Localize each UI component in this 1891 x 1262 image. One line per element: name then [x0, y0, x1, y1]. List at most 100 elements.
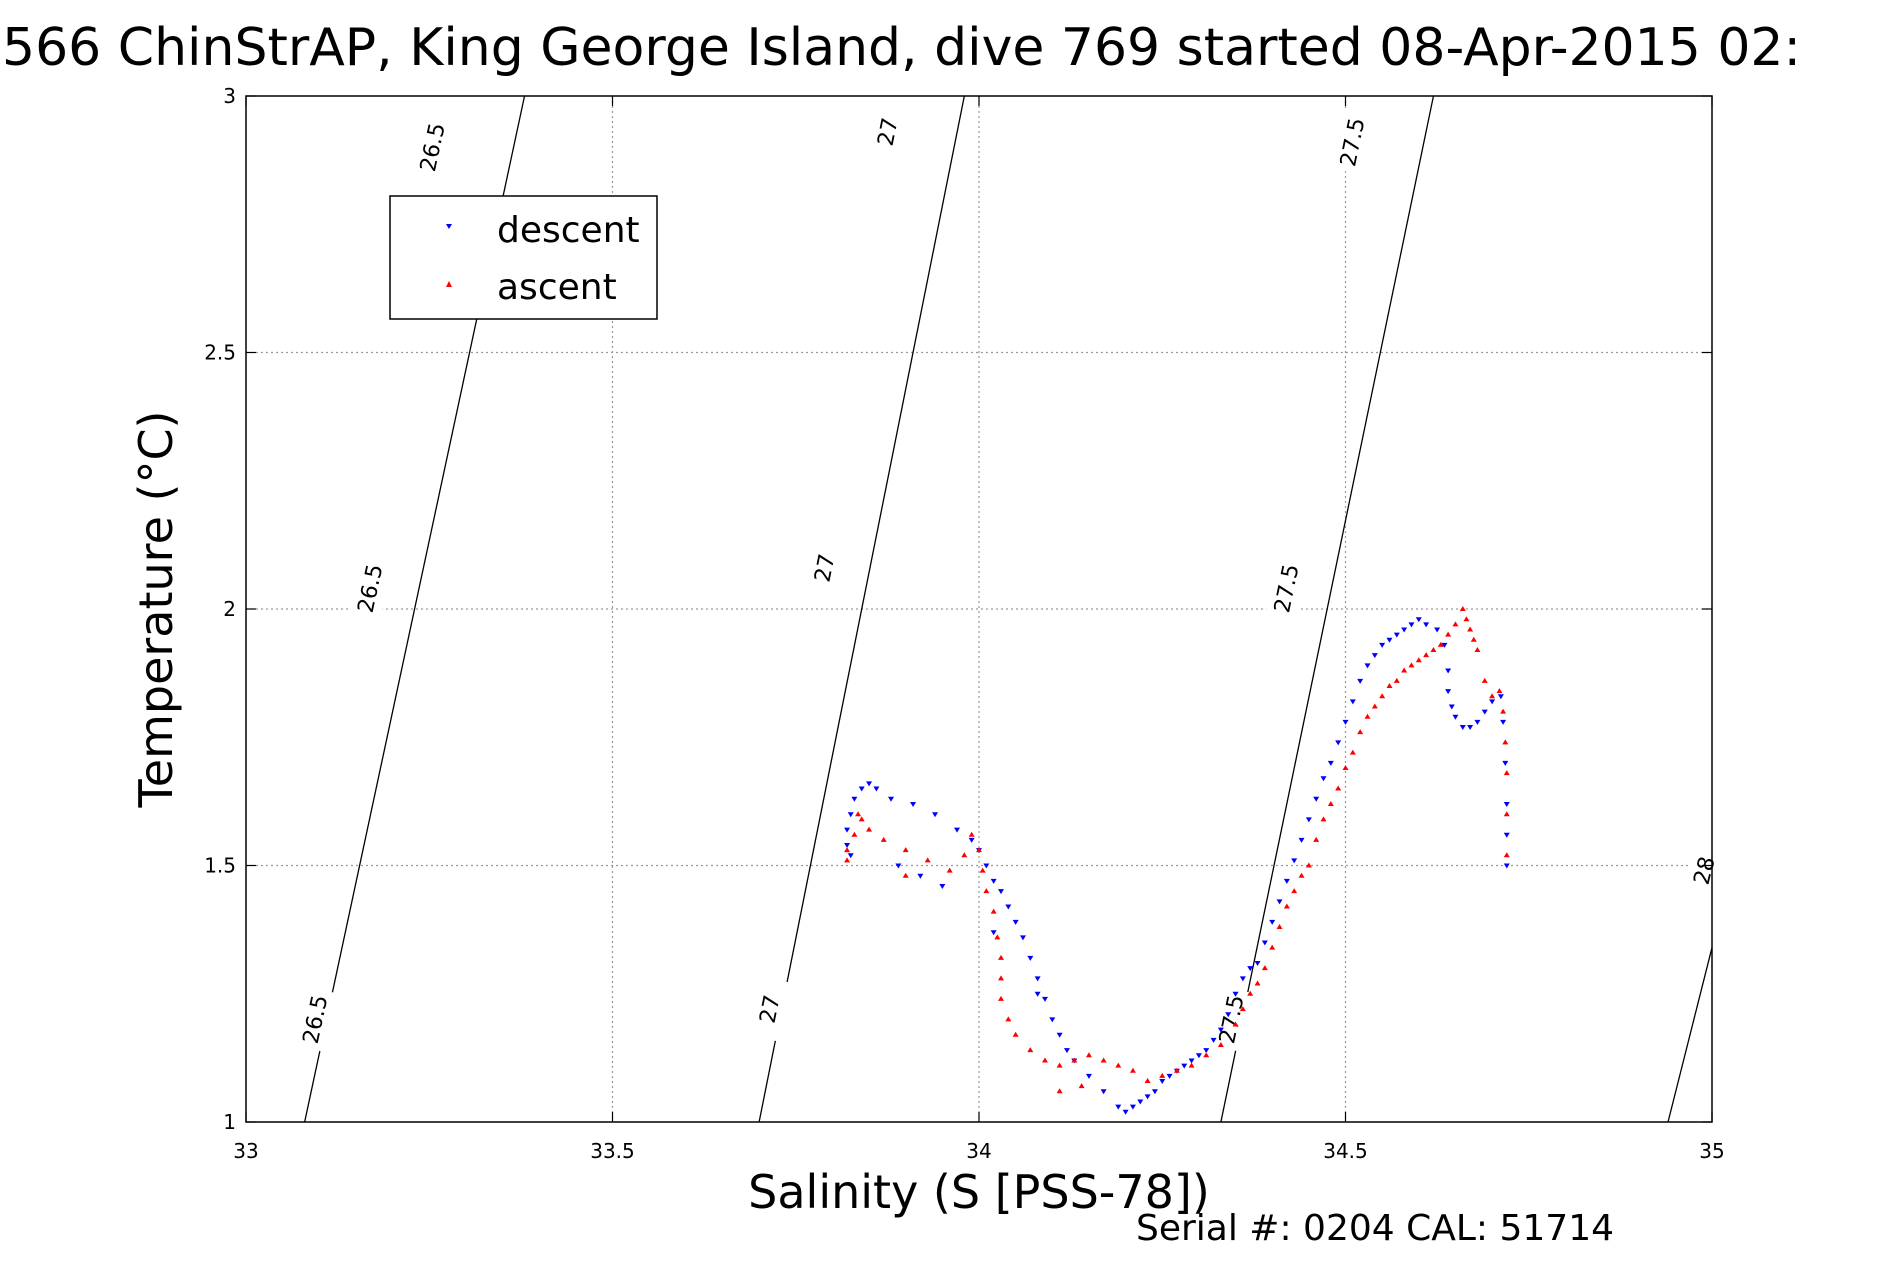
descent-point — [1441, 642, 1448, 648]
legend-box — [389, 195, 658, 320]
ascent-point — [1503, 852, 1510, 858]
descent-point — [1041, 996, 1048, 1002]
ascent-point — [1056, 1062, 1063, 1068]
ascent-point — [844, 857, 851, 863]
descent-point — [844, 827, 851, 833]
ascent-point — [1342, 765, 1349, 771]
descent-point — [1342, 719, 1349, 725]
descent-point — [1474, 719, 1481, 725]
ascent-point — [1474, 647, 1481, 653]
ascent-point — [1217, 1042, 1224, 1048]
descent-point — [1379, 642, 1386, 648]
isopycnal-line — [1220, 95, 1435, 1123]
descent-point — [1408, 622, 1415, 628]
descent-point — [1327, 760, 1334, 766]
ascent-point — [1078, 1083, 1085, 1089]
ascent-point — [1283, 903, 1290, 909]
descent-point — [1217, 1027, 1224, 1033]
descent-point — [1502, 760, 1509, 766]
contour-label-bg — [1265, 555, 1309, 622]
descent-point — [844, 842, 851, 848]
ascent-point — [1430, 647, 1437, 653]
legend-marker-descent — [446, 224, 452, 229]
descent-point — [1203, 1048, 1210, 1054]
ascent-point — [1232, 1021, 1239, 1027]
descent-point — [1269, 919, 1276, 925]
descent-point — [1357, 678, 1364, 684]
descent-point — [847, 812, 854, 818]
ascent-point — [1327, 800, 1334, 806]
descent-point — [1503, 801, 1510, 807]
descent-point — [1137, 1099, 1144, 1105]
x-tick-label: 33.5 — [590, 1139, 635, 1163]
ascent-point — [1452, 621, 1459, 627]
ascent-point — [1115, 1062, 1122, 1068]
ascent-point — [1445, 631, 1452, 637]
descent-point — [1261, 940, 1268, 946]
descent-point — [1445, 668, 1452, 674]
descent-point — [1423, 622, 1430, 628]
descent-point — [1497, 694, 1504, 700]
ascent-point — [1470, 636, 1477, 642]
ascent-point — [1437, 641, 1444, 647]
ascent-point — [1313, 836, 1320, 842]
contour-label-bg — [803, 535, 847, 601]
ascent-point — [1423, 652, 1430, 658]
descent-point — [1034, 991, 1041, 997]
ascent-point — [1085, 1052, 1092, 1058]
descent-point — [1247, 966, 1254, 972]
descent-point — [983, 863, 990, 869]
ascent-point — [1291, 888, 1298, 894]
descent-point — [895, 863, 902, 869]
x-tick-label: 35 — [1699, 1139, 1724, 1163]
axis-ticks: 33 33.5 34 34.5 35 1 1.5 2 2.5 3 — [204, 84, 1725, 1163]
descent-point — [1276, 899, 1283, 905]
ascent-point — [1335, 785, 1342, 791]
ascent-point — [997, 975, 1004, 981]
ascent-point — [990, 908, 997, 914]
descent-point — [1115, 1104, 1122, 1110]
ascent-point — [968, 831, 975, 837]
descent-point — [1459, 724, 1466, 730]
descent-point — [968, 837, 975, 843]
ascent-point — [1371, 703, 1378, 709]
descent-point — [1019, 935, 1026, 941]
descent-point — [1210, 1037, 1217, 1043]
descent-point — [1239, 976, 1246, 982]
descent-point — [847, 853, 854, 859]
descent-point — [1386, 637, 1393, 643]
descent-point — [1320, 776, 1327, 782]
ascent-point — [1203, 1052, 1210, 1058]
ascent-point — [902, 847, 909, 853]
descent-point — [1291, 858, 1298, 864]
descent-point — [1335, 740, 1342, 746]
serial-cal-footer: Serial #: 0204 CAL: 51714 — [1136, 1208, 1614, 1249]
x-tick-label: 34.5 — [1323, 1139, 1368, 1163]
descent-point — [1049, 1017, 1056, 1023]
descent-point — [1305, 817, 1312, 823]
ascent-point — [1269, 944, 1276, 950]
ascent-point — [946, 867, 953, 873]
descent-point — [1034, 976, 1041, 982]
ascent-point — [1261, 965, 1268, 971]
ascent-point — [1027, 1047, 1034, 1053]
legend-marker-ascent — [446, 281, 452, 287]
descent-point — [1063, 1048, 1070, 1054]
y-tick-label: 2 — [223, 597, 236, 621]
descent-point — [1232, 991, 1239, 997]
contour-label: 27 — [811, 552, 841, 584]
descent-point — [1434, 627, 1441, 633]
x-tick-label: 33 — [233, 1139, 258, 1163]
contour-label-bg — [866, 99, 910, 165]
descent-point — [1225, 1012, 1232, 1018]
y-tick-label: 1 — [223, 1110, 236, 1134]
ascent-point — [1503, 811, 1510, 817]
ascent-point — [1144, 1077, 1151, 1083]
ascent-point — [1100, 1057, 1107, 1063]
ascent-point — [1298, 872, 1305, 878]
ascent-point — [1071, 1057, 1078, 1063]
contour-label-bg — [1210, 986, 1254, 1053]
descent-point — [1298, 837, 1305, 843]
descent-point — [851, 796, 858, 802]
